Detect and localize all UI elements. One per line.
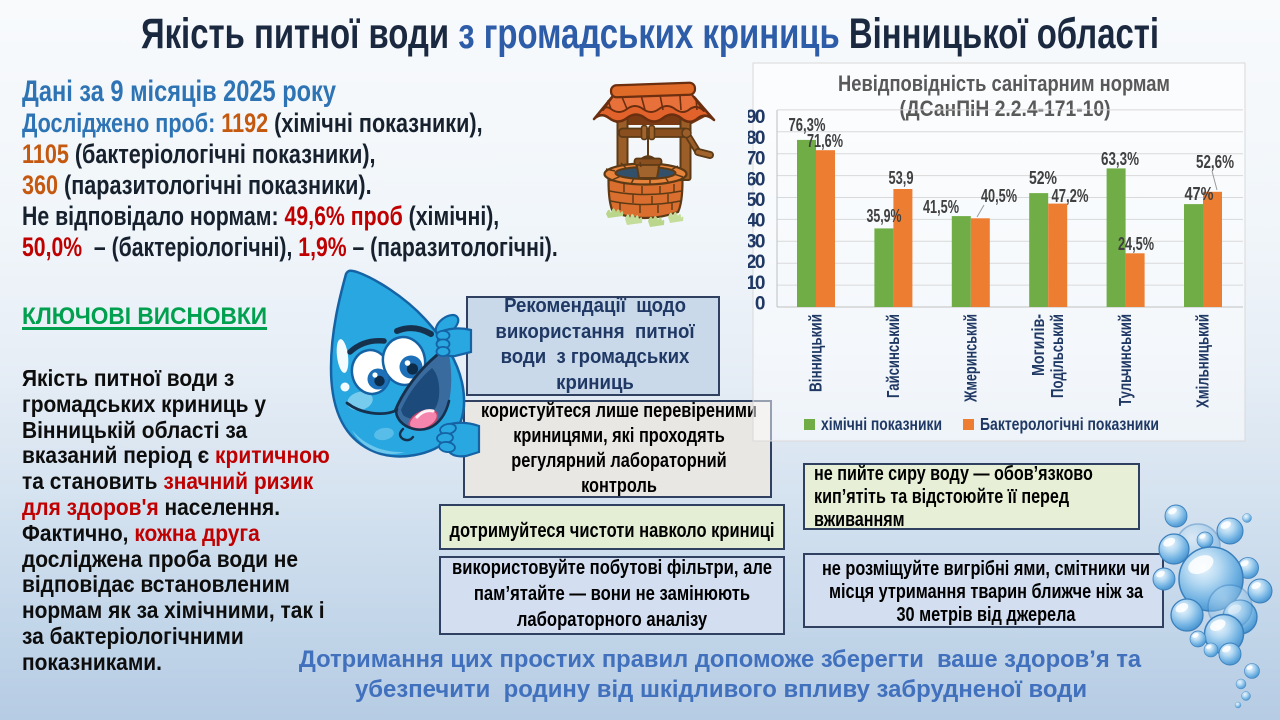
svg-text:(ДСанПіН 2.2.4-171-10): (ДСанПіН 2.2.4-171-10) bbox=[900, 96, 1111, 121]
svg-text:90: 90 bbox=[748, 107, 765, 128]
svg-text:Бактерологічні показники: Бактерологічні показники bbox=[980, 414, 1159, 434]
svg-text:0: 0 bbox=[755, 294, 765, 315]
svg-text:47%: 47% bbox=[1185, 183, 1214, 204]
svg-text:63,3%: 63,3% bbox=[1101, 148, 1139, 169]
svg-text:хімічні показники: хімічні показники bbox=[821, 414, 942, 434]
svg-text:Подільський: Подільський bbox=[1047, 314, 1067, 398]
svg-text:30: 30 bbox=[748, 231, 765, 252]
svg-text:24,5%: 24,5% bbox=[1118, 233, 1154, 254]
svg-text:10: 10 bbox=[748, 273, 765, 294]
svg-text:40,5%: 40,5% bbox=[981, 185, 1017, 206]
svg-text:Жмеринський: Жмеринський bbox=[960, 314, 980, 403]
svg-text:35,9%: 35,9% bbox=[867, 205, 902, 226]
svg-text:70: 70 bbox=[748, 149, 765, 170]
svg-text:Тульчинський: Тульчинський bbox=[1115, 314, 1135, 406]
svg-text:52%: 52% bbox=[1029, 167, 1057, 188]
svg-text:Невідповідність санітарним н: Невідповідність санітарним нормам bbox=[838, 71, 1170, 96]
svg-text:Гайсинський: Гайсинський bbox=[883, 314, 903, 398]
svg-text:Могилів-: Могилів- bbox=[1028, 314, 1048, 376]
svg-text:60: 60 bbox=[748, 169, 765, 190]
svg-text:Хмільницький: Хмільницький bbox=[1193, 314, 1213, 408]
svg-text:47,2%: 47,2% bbox=[1052, 185, 1089, 206]
svg-text:80: 80 bbox=[748, 128, 765, 149]
svg-text:40: 40 bbox=[748, 211, 765, 232]
svg-text:53,9: 53,9 bbox=[889, 167, 914, 188]
svg-text:71,6%: 71,6% bbox=[807, 130, 843, 151]
svg-text:41,5%: 41,5% bbox=[923, 196, 959, 217]
svg-text:20: 20 bbox=[748, 252, 765, 273]
svg-text:76,3%: 76,3% bbox=[789, 114, 826, 135]
svg-text:50: 50 bbox=[748, 190, 765, 211]
svg-text:52,6%: 52,6% bbox=[1196, 151, 1234, 172]
svg-text:Вінницький: Вінницький bbox=[806, 314, 826, 392]
